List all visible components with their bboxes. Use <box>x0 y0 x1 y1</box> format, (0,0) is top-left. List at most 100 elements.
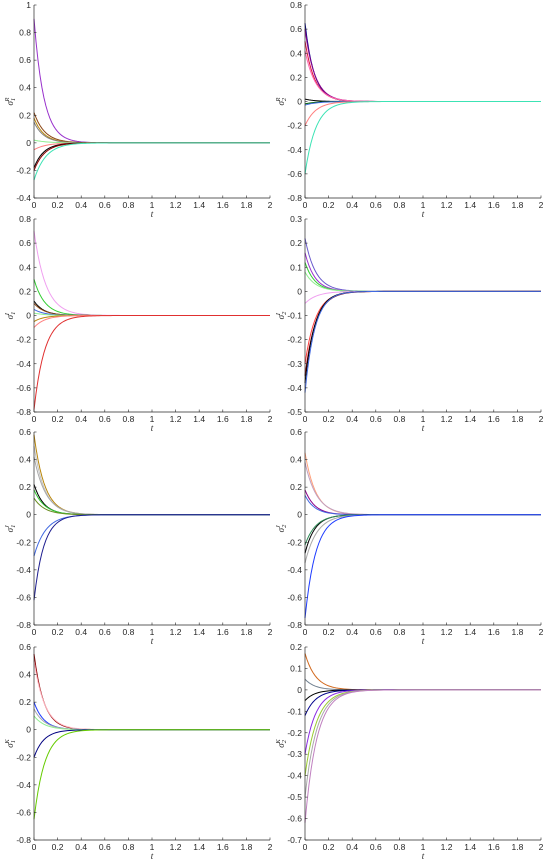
x-tick-label: 1.6 <box>488 200 500 210</box>
x-tick-label: 0.6 <box>99 414 111 424</box>
series-line-8 <box>304 514 541 619</box>
x-tick-label: 1.8 <box>511 842 523 852</box>
x-tick-label: 0.4 <box>75 842 87 852</box>
y-tick-label: 0.1 <box>290 663 302 673</box>
subplot-2: 0 0.2 0.4 0.6 0.8 1 1.2 1.4 1.6 1.8 2 -0.8 -0.6 -0.4 -… <box>275 0 544 219</box>
y-tick-label: 0.4 <box>19 670 31 680</box>
x-tick-label: 1.8 <box>511 627 523 637</box>
series-line-7 <box>304 290 541 376</box>
y-tick-label: -0.7 <box>287 835 302 845</box>
series-group <box>304 238 541 393</box>
x-tick-label: 2 <box>539 627 544 637</box>
y-tick-label: -0.3 <box>287 359 302 369</box>
y-tick-label: 0.8 <box>290 0 302 10</box>
y-tick-label: -0.2 <box>16 335 31 345</box>
subplot-4: 0 0.2 0.4 0.6 0.8 1 1.2 1.4 1.6 1.8 2 -0.5 -0.4 -0.3 -… <box>275 214 544 433</box>
series-line-3 <box>304 262 541 292</box>
x-tick-label: 1 <box>150 627 155 637</box>
y-tick-label: -0.6 <box>16 592 31 602</box>
x-tick-label: 0.2 <box>52 627 64 637</box>
x-tick-label: 1.8 <box>240 414 252 424</box>
x-tick-label: 0 <box>303 414 308 424</box>
series-line-4 <box>33 484 270 516</box>
series-line-2 <box>33 112 270 144</box>
x-tick-label: 1 <box>150 200 155 210</box>
x-tick-label: 1.8 <box>240 200 252 210</box>
series-line-9 <box>33 315 270 410</box>
y-axis-label: σ2J <box>275 524 288 532</box>
series-group <box>304 653 541 823</box>
x-axis-label: t <box>422 851 425 860</box>
series-line-5 <box>304 514 541 554</box>
y-tick-label: -0.6 <box>287 814 302 824</box>
series-group <box>33 18 270 181</box>
x-axis-label: t <box>422 423 425 433</box>
x-tick-label: 0 <box>32 627 37 637</box>
y-tick-label: -0.2 <box>287 728 302 738</box>
x-tick-label: 1.8 <box>511 200 523 210</box>
y-tick-label: 0 <box>297 510 302 520</box>
x-tick-label: 1.6 <box>488 842 500 852</box>
y-tick-label: 0.4 <box>290 455 302 465</box>
x-tick-label: 0 <box>303 842 308 852</box>
y-axis-label: σ1K <box>4 739 17 748</box>
x-tick-label: 1.4 <box>464 842 476 852</box>
y-tick-label: 0.3 <box>290 214 302 224</box>
x-tick-label: 0.6 <box>99 200 111 210</box>
y-tick-label: 0.4 <box>19 455 31 465</box>
y-tick-label: -0.4 <box>287 771 302 781</box>
x-tick-label: 2 <box>268 200 273 210</box>
x-tick-label: 0.4 <box>346 200 358 210</box>
x-tick-label: 1.4 <box>193 627 205 637</box>
series-line-3 <box>304 41 541 102</box>
x-tick-label: 0.6 <box>370 200 382 210</box>
x-tick-label: 1.2 <box>441 414 453 424</box>
y-tick-label: -0.2 <box>287 335 302 345</box>
x-tick-label: 1.6 <box>217 414 229 424</box>
series-line-3 <box>33 300 270 316</box>
y-tick-label: -0.6 <box>16 383 31 393</box>
series-line-1 <box>304 653 541 691</box>
series-line-4 <box>304 50 541 102</box>
series-line-2 <box>33 279 270 316</box>
x-tick-label: 0.4 <box>346 414 358 424</box>
y-tick-label: 0.2 <box>19 697 31 707</box>
x-tick-label: 0.6 <box>99 627 111 637</box>
subplot-3: 0 0.2 0.4 0.6 0.8 1 1.2 1.4 1.6 1.8 2 -0.8 -0.6 -0.4 -… <box>4 214 273 433</box>
x-tick-label: 1.4 <box>193 842 205 852</box>
y-tick-label: -0.2 <box>287 121 302 131</box>
y-tick-label: -0.4 <box>287 145 302 155</box>
series-line-2 <box>33 660 270 731</box>
y-tick-label: 0 <box>297 97 302 107</box>
x-tick-label: 1.6 <box>488 414 500 424</box>
y-tick-label: -0.4 <box>16 780 31 790</box>
y-tick-label: 0 <box>26 138 31 148</box>
x-tick-label: 0.6 <box>370 842 382 852</box>
x-tick-label: 2 <box>539 414 544 424</box>
y-tick-label: -0.1 <box>287 706 302 716</box>
series-line-9 <box>304 290 541 393</box>
x-tick-label: 0.6 <box>99 842 111 852</box>
y-tick-label: -0.6 <box>287 592 302 602</box>
y-tick-label: -0.8 <box>287 193 302 203</box>
y-tick-label: 0.2 <box>290 72 302 82</box>
x-axis-label: t <box>422 636 425 646</box>
x-tick-label: 1.2 <box>170 627 182 637</box>
y-tick-label: -0.3 <box>287 749 302 759</box>
y-tick-label: 0 <box>297 286 302 296</box>
series-line-2 <box>304 462 541 516</box>
x-tick-label: 1.4 <box>464 200 476 210</box>
x-tick-label: 1.2 <box>170 414 182 424</box>
y-tick-label: -0.5 <box>287 792 302 802</box>
x-tick-label: 0.2 <box>52 200 64 210</box>
series-line-9 <box>33 142 270 181</box>
y-tick-label: -0.2 <box>16 165 31 175</box>
series-line-1 <box>304 23 541 102</box>
x-tick-label: 1.2 <box>441 627 453 637</box>
series-line-8 <box>304 101 541 126</box>
series-line-1 <box>33 653 270 731</box>
y-tick-label: -0.2 <box>287 537 302 547</box>
x-tick-label: 0 <box>303 200 308 210</box>
x-tick-label: 1.6 <box>488 627 500 637</box>
series-line-9 <box>304 101 541 174</box>
